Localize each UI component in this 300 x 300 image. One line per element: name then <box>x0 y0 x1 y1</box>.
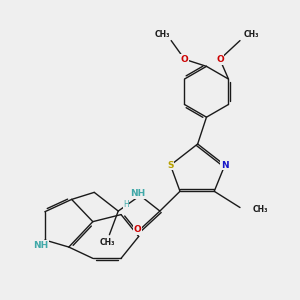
Text: N: N <box>221 161 229 170</box>
Text: O: O <box>134 225 141 234</box>
Text: CH₃: CH₃ <box>100 238 116 247</box>
Text: NH: NH <box>33 241 48 250</box>
Text: S: S <box>167 161 174 170</box>
Text: H: H <box>123 200 129 209</box>
Text: NH: NH <box>130 189 145 198</box>
Text: O: O <box>216 55 224 64</box>
Text: CH₃: CH₃ <box>154 30 170 39</box>
Text: CH₃: CH₃ <box>244 30 259 39</box>
Text: O: O <box>181 55 188 64</box>
Text: CH₃: CH₃ <box>252 205 268 214</box>
